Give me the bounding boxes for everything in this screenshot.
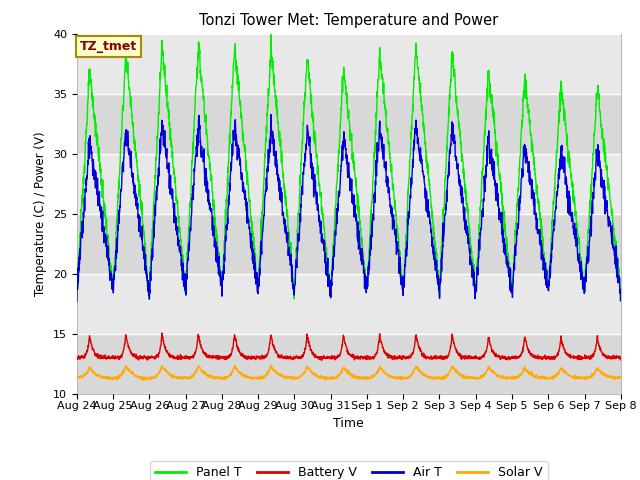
Battery V [508, 355, 515, 361]
Title: Tonzi Tower Met: Temperature and Power: Tonzi Tower Met: Temperature and Power [199, 13, 499, 28]
Line: Battery V: Battery V [77, 333, 621, 360]
Air T [569, 216, 577, 222]
Panel T [584, 227, 592, 232]
Line: Panel T: Panel T [77, 35, 621, 299]
Bar [77, 334, 621, 394]
Panel T [291, 296, 298, 302]
X-axis label: Time: Time [333, 417, 364, 430]
Battery V [365, 356, 372, 361]
Panel T [365, 252, 372, 258]
Solar V [365, 375, 372, 381]
Bar [77, 34, 621, 94]
Panel T [377, 59, 385, 65]
Battery V [617, 357, 625, 362]
Solar V [139, 377, 147, 383]
Air T [225, 196, 232, 202]
Y-axis label: Temperature (C) / Power (V): Temperature (C) / Power (V) [35, 132, 47, 296]
Solar V [570, 374, 577, 380]
Panel T [267, 32, 275, 37]
Air T [376, 135, 384, 141]
Line: Solar V: Solar V [77, 365, 621, 380]
Battery V [570, 355, 577, 360]
Battery V [584, 353, 592, 359]
Battery V [377, 338, 385, 344]
Battery V [73, 356, 81, 362]
Panel T [73, 294, 81, 300]
Battery V [225, 353, 232, 359]
Panel T [225, 159, 232, 165]
Solar V [584, 375, 592, 381]
Legend: Panel T, Battery V, Air T, Solar V: Panel T, Battery V, Air T, Solar V [150, 461, 548, 480]
Text: TZ_tmet: TZ_tmet [79, 40, 137, 53]
Bar [77, 94, 621, 154]
Panel T [570, 198, 577, 204]
Air T [617, 287, 625, 293]
Bar [77, 274, 621, 334]
Panel T [508, 285, 515, 291]
Air T [507, 285, 515, 291]
Bar [77, 154, 621, 214]
Bar [77, 214, 621, 274]
Air T [267, 112, 275, 118]
Solar V [73, 375, 81, 381]
Solar V [377, 365, 385, 371]
Panel T [617, 286, 625, 292]
Air T [73, 299, 81, 304]
Air T [584, 244, 592, 250]
Line: Air T: Air T [77, 115, 621, 301]
Solar V [617, 374, 625, 380]
Air T [365, 272, 372, 277]
Solar V [267, 362, 275, 368]
Battery V [158, 330, 166, 336]
Solar V [225, 373, 232, 379]
Battery V [318, 358, 326, 363]
Solar V [508, 376, 515, 382]
